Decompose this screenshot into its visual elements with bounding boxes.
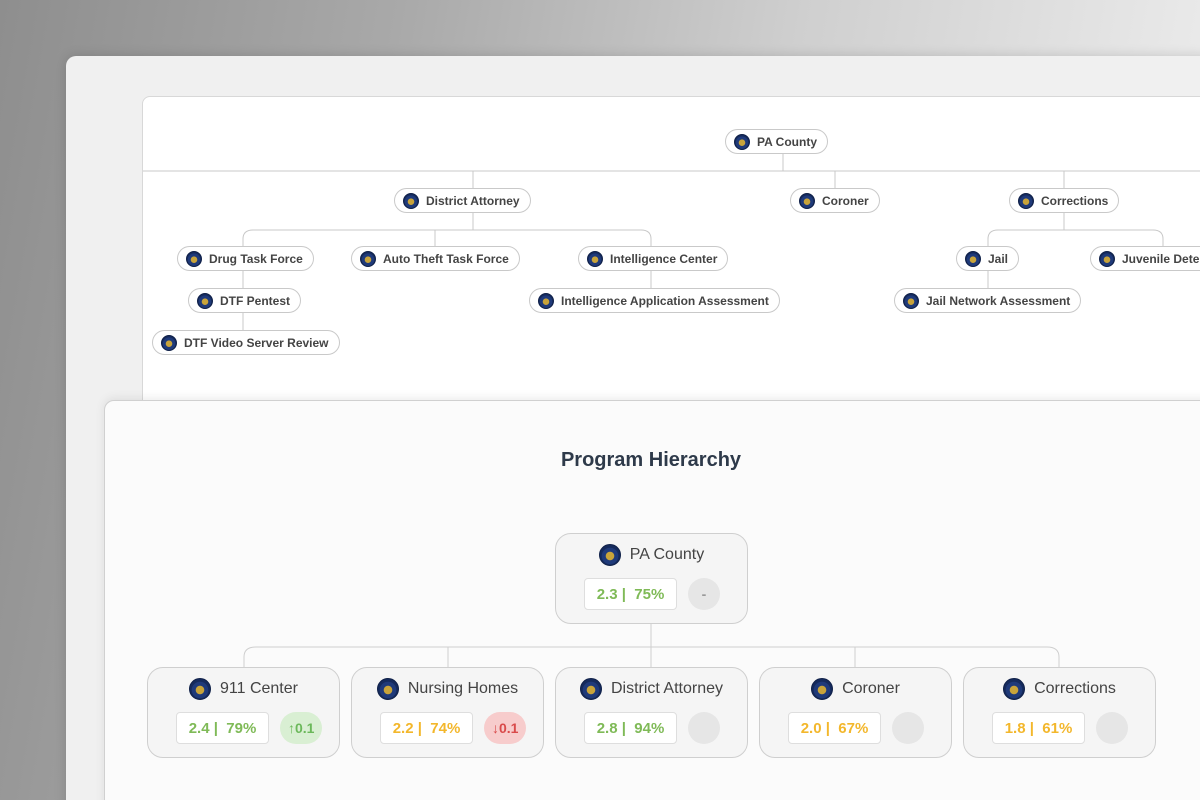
county-seal-icon: [1099, 250, 1115, 267]
card-name: Coroner: [842, 680, 900, 697]
program-hierarchy-panel: Program Hierarchy PA County 2.3 | 75% - …: [104, 400, 1200, 800]
score-box: 1.8 | 61%: [992, 712, 1085, 744]
hierarchy-card-corrections[interactable]: Corrections 1.8 | 61%: [963, 667, 1156, 758]
county-seal-icon: [538, 292, 554, 309]
county-seal-icon: [161, 334, 177, 351]
card-name: 911 Center: [220, 680, 298, 697]
county-seal-icon: [811, 678, 834, 700]
score-box: 2.4 | 79%: [176, 712, 269, 744]
node-district-attorney[interactable]: District Attorney: [394, 188, 531, 213]
node-jail-network-assessment[interactable]: Jail Network Assessment: [894, 288, 1082, 313]
delta-badge: [892, 712, 924, 744]
card-name: Corrections: [1034, 680, 1116, 697]
hierarchy-card-district-attorney[interactable]: District Attorney 2.8 | 94%: [555, 667, 748, 758]
node-intelligence-center[interactable]: Intelligence Center: [578, 246, 729, 271]
score-box: 2.2 | 74%: [380, 712, 473, 744]
county-seal-icon: [197, 292, 213, 309]
score-box: 2.0 | 67%: [788, 712, 881, 744]
card-name: District Attorney: [610, 680, 724, 697]
node-dtf-video-server-review[interactable]: DTF Video Server Review: [152, 330, 340, 355]
org-chart-connectors: [143, 153, 1200, 330]
card-name: PA County: [629, 546, 705, 563]
county-seal-icon: [903, 292, 919, 309]
page-title: Program Hierarchy: [560, 449, 742, 471]
node-dtf-pentest[interactable]: DTF Pentest: [188, 288, 302, 313]
delta-badge: ↓ 0.1: [484, 712, 527, 744]
arrow-up-icon: ↑: [288, 720, 295, 736]
node-coroner[interactable]: Coroner: [790, 188, 880, 213]
node-juvenile[interactable]: Juvenile Deter: [1090, 246, 1200, 271]
delta-badge: ↑ 0.1: [280, 712, 323, 744]
card-name: Nursing Homes: [407, 680, 519, 697]
score-box: 2.3 | 75%: [584, 578, 677, 610]
hierarchy-card-root[interactable]: PA County 2.3 | 75% -: [555, 533, 748, 624]
hierarchy-connectors: [243, 623, 1060, 667]
arrow-down-icon: ↓: [492, 720, 499, 736]
county-seal-icon: [1003, 678, 1026, 700]
county-seal-icon: [1018, 192, 1034, 209]
county-seal-icon: [734, 133, 750, 150]
county-seal-icon: [189, 678, 211, 700]
hierarchy-card-nursing-homes[interactable]: Nursing Homes 2.2 | 74% ↓ 0.1: [351, 667, 544, 758]
hierarchy-card-911-center[interactable]: 911 Center 2.4 | 79% ↑ 0.1: [147, 667, 340, 758]
county-seal-icon: [376, 678, 399, 700]
county-seal-icon: [360, 250, 376, 267]
county-seal-icon: [579, 678, 602, 700]
node-root[interactable]: PA County: [725, 129, 828, 154]
node-jail[interactable]: Jail: [956, 246, 1020, 271]
county-seal-icon: [403, 192, 419, 209]
node-corrections[interactable]: Corrections: [1009, 188, 1120, 213]
county-seal-icon: [965, 250, 981, 267]
county-seal-icon: [799, 192, 815, 209]
org-chart-panel: PA County District Attorney Coroner Corr…: [142, 96, 1200, 426]
delta-badge: [688, 712, 720, 744]
county-seal-icon: [587, 250, 603, 267]
hierarchy-card-coroner[interactable]: Coroner 2.0 | 67%: [759, 667, 952, 758]
node-drug-task-force[interactable]: Drug Task Force: [177, 246, 314, 271]
county-seal-icon: [598, 544, 621, 566]
node-auto-theft-task-force[interactable]: Auto Theft Task Force: [351, 246, 520, 271]
score-box: 2.8 | 94%: [584, 712, 677, 744]
delta-badge: [1096, 712, 1128, 744]
node-intelligence-application-assessment[interactable]: Intelligence Application Assessment: [529, 288, 780, 313]
delta-badge: -: [688, 578, 720, 610]
county-seal-icon: [186, 250, 202, 267]
